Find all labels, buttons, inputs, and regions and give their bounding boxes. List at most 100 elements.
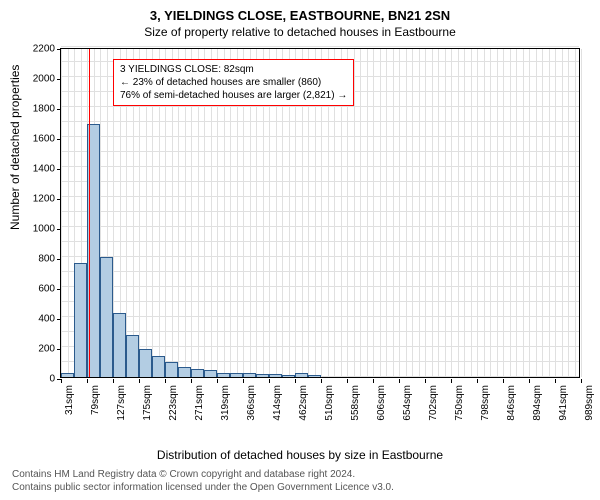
x-tick-mark	[113, 379, 114, 383]
gridline-vertical	[399, 49, 400, 377]
gridline-horizontal	[61, 166, 579, 167]
y-tick-mark	[57, 139, 61, 140]
gridline-horizontal	[61, 46, 579, 47]
gridline-vertical	[380, 49, 381, 377]
x-tick-label: 989sqm	[584, 385, 595, 421]
y-tick-label: 1600	[15, 134, 55, 145]
gridline-vertical	[451, 49, 452, 377]
gridline-horizontal	[61, 136, 579, 137]
reference-line	[89, 49, 90, 377]
gridline-vertical	[393, 49, 394, 377]
gridline-horizontal	[61, 271, 579, 272]
histogram-bar	[243, 373, 256, 377]
x-tick-mark	[295, 379, 296, 383]
gridline-vertical	[516, 49, 517, 377]
x-tick-label: 654sqm	[402, 385, 413, 421]
y-tick-mark	[57, 319, 61, 320]
x-tick-mark	[61, 379, 62, 383]
gridline-horizontal	[61, 121, 579, 122]
gridline-horizontal	[61, 241, 579, 242]
footer-line-1: Contains HM Land Registry data © Crown c…	[12, 468, 394, 481]
x-tick-mark	[243, 379, 244, 383]
x-tick-label: 558sqm	[350, 385, 361, 421]
x-tick-label: 462sqm	[298, 385, 309, 421]
histogram-bar	[100, 257, 113, 377]
y-tick-mark	[57, 349, 61, 350]
histogram-bar	[282, 375, 295, 377]
histogram-bar	[139, 349, 152, 378]
y-tick-label: 1200	[15, 194, 55, 205]
y-tick-label: 400	[15, 314, 55, 325]
x-tick-label: 510sqm	[324, 385, 335, 421]
footer-attribution: Contains HM Land Registry data © Crown c…	[12, 468, 394, 494]
gridline-vertical	[438, 49, 439, 377]
histogram-bar	[74, 263, 87, 377]
gridline-vertical	[458, 49, 459, 377]
histogram-bar	[61, 373, 74, 378]
gridline-vertical	[412, 49, 413, 377]
y-tick-mark	[57, 259, 61, 260]
x-tick-mark	[503, 379, 504, 383]
histogram-bar	[230, 373, 243, 378]
gridline-vertical	[542, 49, 543, 377]
x-tick-mark	[477, 379, 478, 383]
gridline-vertical	[503, 49, 504, 377]
annotation-line: 3 YIELDINGS CLOSE: 82sqm	[120, 63, 347, 76]
y-tick-mark	[57, 109, 61, 110]
histogram-bar	[256, 374, 269, 377]
y-tick-mark	[57, 199, 61, 200]
y-tick-label: 200	[15, 344, 55, 355]
gridline-horizontal	[61, 151, 579, 152]
gridline-horizontal	[61, 106, 579, 107]
gridline-horizontal	[61, 256, 579, 257]
histogram-bar	[126, 335, 139, 377]
histogram-bar	[178, 367, 191, 378]
gridline-vertical	[367, 49, 368, 377]
gridline-vertical	[562, 49, 563, 377]
gridline-vertical	[471, 49, 472, 377]
plot-area: 0200400600800100012001400160018002000220…	[60, 48, 580, 378]
y-tick-label: 1000	[15, 224, 55, 235]
gridline-vertical	[568, 49, 569, 377]
histogram-bar	[152, 356, 165, 377]
x-tick-mark	[217, 379, 218, 383]
x-tick-label: 414sqm	[272, 385, 283, 421]
histogram-bar	[217, 373, 230, 378]
x-tick-mark	[581, 379, 582, 383]
x-tick-label: 223sqm	[168, 385, 179, 421]
x-tick-label: 798sqm	[480, 385, 491, 421]
x-tick-mark	[191, 379, 192, 383]
x-tick-mark	[347, 379, 348, 383]
x-tick-mark	[373, 379, 374, 383]
page-title: 3, YIELDINGS CLOSE, EASTBOURNE, BN21 2SN	[0, 0, 600, 23]
gridline-vertical	[386, 49, 387, 377]
gridline-vertical	[581, 49, 582, 377]
gridline-horizontal	[61, 181, 579, 182]
x-tick-label: 702sqm	[428, 385, 439, 421]
x-tick-label: 79sqm	[90, 385, 101, 415]
gridline-vertical	[477, 49, 478, 377]
gridline-vertical	[536, 49, 537, 377]
histogram-bar	[295, 373, 308, 378]
gridline-horizontal	[61, 301, 579, 302]
gridline-vertical	[419, 49, 420, 377]
x-tick-label: 846sqm	[506, 385, 517, 421]
x-tick-mark	[555, 379, 556, 383]
y-tick-mark	[57, 169, 61, 170]
gridline-vertical	[432, 49, 433, 377]
chart-area: 0200400600800100012001400160018002000220…	[60, 48, 580, 418]
x-tick-mark	[87, 379, 88, 383]
y-axis-label: Number of detached properties	[8, 65, 22, 230]
y-tick-mark	[57, 49, 61, 50]
x-tick-label: 894sqm	[532, 385, 543, 421]
y-tick-label: 2200	[15, 44, 55, 55]
gridline-vertical	[575, 49, 576, 377]
y-tick-label: 600	[15, 284, 55, 295]
gridline-vertical	[555, 49, 556, 377]
gridline-horizontal	[61, 286, 579, 287]
gridline-vertical	[549, 49, 550, 377]
x-tick-label: 750sqm	[454, 385, 465, 421]
y-tick-label: 1400	[15, 164, 55, 175]
gridline-horizontal	[61, 196, 579, 197]
gridline-vertical	[425, 49, 426, 377]
